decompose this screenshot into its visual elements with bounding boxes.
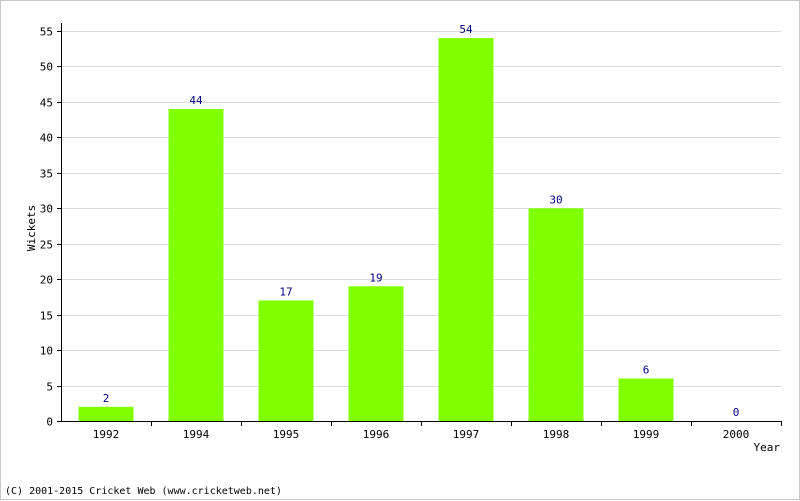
value-label-1994: 44 — [189, 94, 203, 107]
copyright-footer: (C) 2001-2015 Cricket Web (www.cricketwe… — [5, 486, 282, 497]
x-tick-label-1998: 1998 — [543, 428, 570, 441]
y-tick-label: 0 — [46, 416, 53, 429]
bar-1998 — [528, 208, 584, 421]
y-tick-label: 30 — [40, 203, 53, 216]
y-tick-label: 20 — [40, 274, 53, 287]
value-label-1999: 6 — [643, 363, 650, 376]
value-label-1998: 30 — [549, 193, 562, 206]
bars — [78, 38, 674, 421]
value-label-1995: 17 — [279, 285, 292, 298]
bar-1999 — [618, 378, 674, 421]
axes — [57, 23, 782, 426]
y-axis-label: Wickets — [25, 205, 38, 251]
bar-1997 — [438, 38, 494, 421]
y-tick-label: 35 — [40, 168, 53, 181]
x-tick-label-1996: 1996 — [363, 428, 390, 441]
value-label-1996: 19 — [369, 271, 382, 284]
x-tick-label-1999: 1999 — [633, 428, 660, 441]
x-tick-label-1994: 1994 — [183, 428, 210, 441]
bar-1996 — [348, 286, 404, 421]
bar-1994 — [168, 109, 224, 421]
y-tick-label: 55 — [40, 26, 53, 39]
y-tick-label: 45 — [40, 97, 53, 110]
x-tick-label-1995: 1995 — [273, 428, 300, 441]
y-tick-label: 15 — [40, 310, 53, 323]
x-tick-label-2000: 2000 — [723, 428, 750, 441]
labels: 0 5 10 15 20 25 30 35 40 45 50 55 2 1992 44 1994 17 1995 1… — [40, 23, 750, 441]
y-tick-label: 40 — [40, 132, 53, 145]
bar-1992 — [78, 406, 134, 421]
x-tick-label-1992: 1992 — [93, 428, 120, 441]
y-tick-label: 50 — [40, 61, 53, 74]
x-axis-label: Year — [754, 441, 781, 454]
value-label-1997: 54 — [459, 23, 473, 36]
y-tick-label: 25 — [40, 239, 53, 252]
bar-1995 — [258, 300, 314, 421]
x-tick-label-1997: 1997 — [453, 428, 480, 441]
y-tick-label: 5 — [46, 381, 53, 394]
value-label-1992: 2 — [103, 392, 110, 405]
y-tick-label: 10 — [40, 345, 53, 358]
value-label-2000: 0 — [733, 406, 740, 419]
